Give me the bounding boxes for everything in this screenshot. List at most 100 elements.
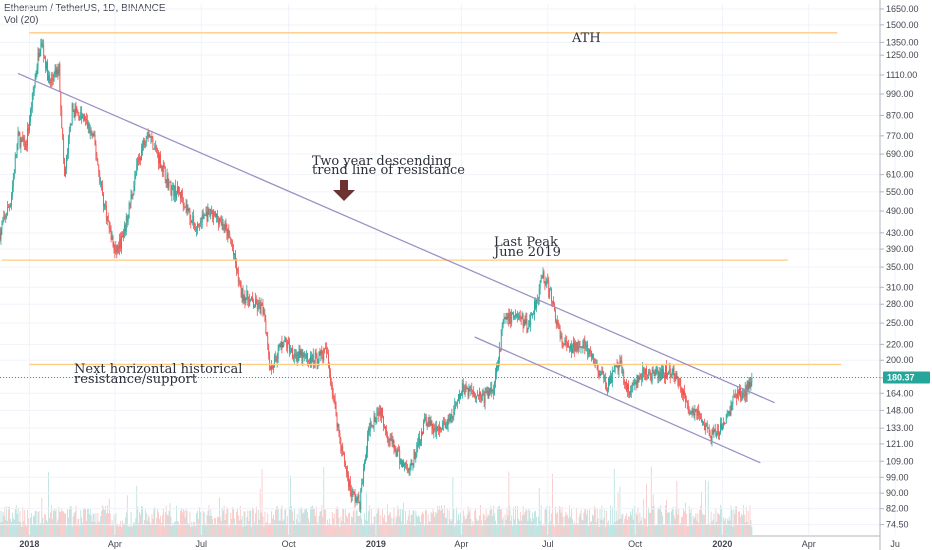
- volume-bar: [335, 508, 337, 535]
- volume-bar: [50, 505, 52, 535]
- candle-body: [550, 289, 552, 291]
- volume-bar: [227, 508, 229, 535]
- candle-body: [352, 490, 354, 492]
- candle-body: [70, 123, 72, 125]
- volume-bar: [522, 506, 524, 535]
- candle-body: [657, 369, 659, 379]
- volume-bar: [479, 515, 480, 535]
- volume-bar: [10, 518, 11, 535]
- candle-body: [114, 249, 116, 252]
- candle-body: [56, 69, 58, 75]
- candle-body: [12, 177, 14, 186]
- volume-bar: [374, 516, 376, 535]
- candle-body: [487, 390, 489, 398]
- volume-bar: [17, 507, 19, 535]
- candle-body: [470, 389, 472, 390]
- candle-body: [153, 148, 155, 150]
- volume-bar: [367, 520, 368, 535]
- candle-body: [353, 491, 355, 494]
- volume-bar: [740, 517, 741, 535]
- volume-indicator-label[interactable]: Vol (20): [4, 15, 39, 26]
- candle-body: [651, 369, 653, 382]
- candle-body: [509, 311, 511, 324]
- volume-bar: [231, 518, 233, 535]
- volume-bar: [694, 516, 696, 535]
- candle-body: [360, 490, 362, 510]
- volume-bar: [152, 518, 154, 535]
- price-tick-label: 82.00: [886, 504, 909, 514]
- volume-bar: [457, 520, 459, 535]
- price-label: 180.37: [883, 371, 930, 384]
- candle-body: [591, 350, 592, 358]
- volume-bar: [311, 506, 312, 535]
- volume-bar: [123, 523, 124, 535]
- volume-bar: [31, 524, 33, 535]
- candle-body: [408, 469, 410, 472]
- candle-body: [685, 395, 686, 402]
- candle-body: [47, 61, 48, 81]
- candle-body: [150, 136, 152, 138]
- candle-body: [226, 227, 228, 238]
- candle-body: [650, 377, 652, 382]
- candle-body: [286, 342, 288, 349]
- volume-bar: [675, 507, 677, 535]
- volume-bar: [515, 505, 516, 535]
- candle-body: [62, 128, 64, 138]
- candle-body: [368, 428, 370, 432]
- volume-bar: [293, 509, 295, 535]
- volume-bar: [56, 522, 58, 535]
- volume-bar: [538, 487, 540, 535]
- volume-bar: [751, 526, 753, 535]
- volume-bar: [464, 519, 466, 535]
- candle-body: [100, 181, 102, 183]
- time-axis[interactable]: 2018 Apr Jul Oct 2019 Apr Jul Oct 2020 Apr Ju: [0, 535, 900, 549]
- price-tick-label: 1110.00: [886, 70, 917, 80]
- volume-bar: [529, 510, 531, 535]
- volume-bar: [264, 511, 266, 535]
- candle-body: [126, 215, 128, 222]
- volume-bar: [483, 515, 485, 535]
- candle-body: [572, 348, 573, 353]
- volume-bar: [238, 520, 240, 535]
- candle-body: [748, 382, 750, 389]
- volume-bar: [190, 526, 192, 535]
- volume-bar: [400, 508, 402, 535]
- candle-body: [350, 491, 352, 497]
- candle-body: [220, 221, 222, 225]
- candle-body: [359, 502, 361, 510]
- candle-body: [92, 134, 94, 136]
- candle-body: [284, 338, 286, 342]
- price-tick-label: 1250.00: [886, 50, 919, 60]
- candle-body: [38, 53, 40, 57]
- candle-body: [586, 344, 588, 347]
- candle-body: [702, 421, 703, 423]
- candle-body: [516, 313, 517, 315]
- price-axis[interactable]: 1650.001500.001350.001250.001110.00990.0…: [879, 0, 919, 550]
- volume-bar: [502, 517, 504, 535]
- candle-body: [116, 245, 118, 253]
- candle-body: [671, 371, 673, 375]
- candle-body: [460, 393, 461, 399]
- candle-body: [243, 296, 245, 301]
- candle-body: [79, 119, 81, 121]
- volume-bar: [450, 521, 452, 535]
- volume-bar: [577, 523, 579, 535]
- volume-bar: [202, 510, 204, 535]
- volume-bar: [617, 491, 619, 535]
- volume-bar: [54, 511, 56, 535]
- candle-body: [737, 391, 739, 399]
- candle-body: [39, 49, 41, 57]
- candle-body: [59, 64, 61, 93]
- volume-bar: [250, 510, 252, 535]
- candle-body: [723, 422, 724, 426]
- volume-bar: [126, 495, 128, 535]
- volume-bar: [194, 521, 196, 535]
- volume-bar: [686, 526, 688, 535]
- volume-bar: [498, 505, 500, 535]
- candle-body: [661, 369, 663, 379]
- candle-body: [569, 347, 571, 349]
- candle-body: [720, 423, 721, 433]
- volume-bar: [373, 516, 375, 535]
- volume-bar: [228, 526, 230, 535]
